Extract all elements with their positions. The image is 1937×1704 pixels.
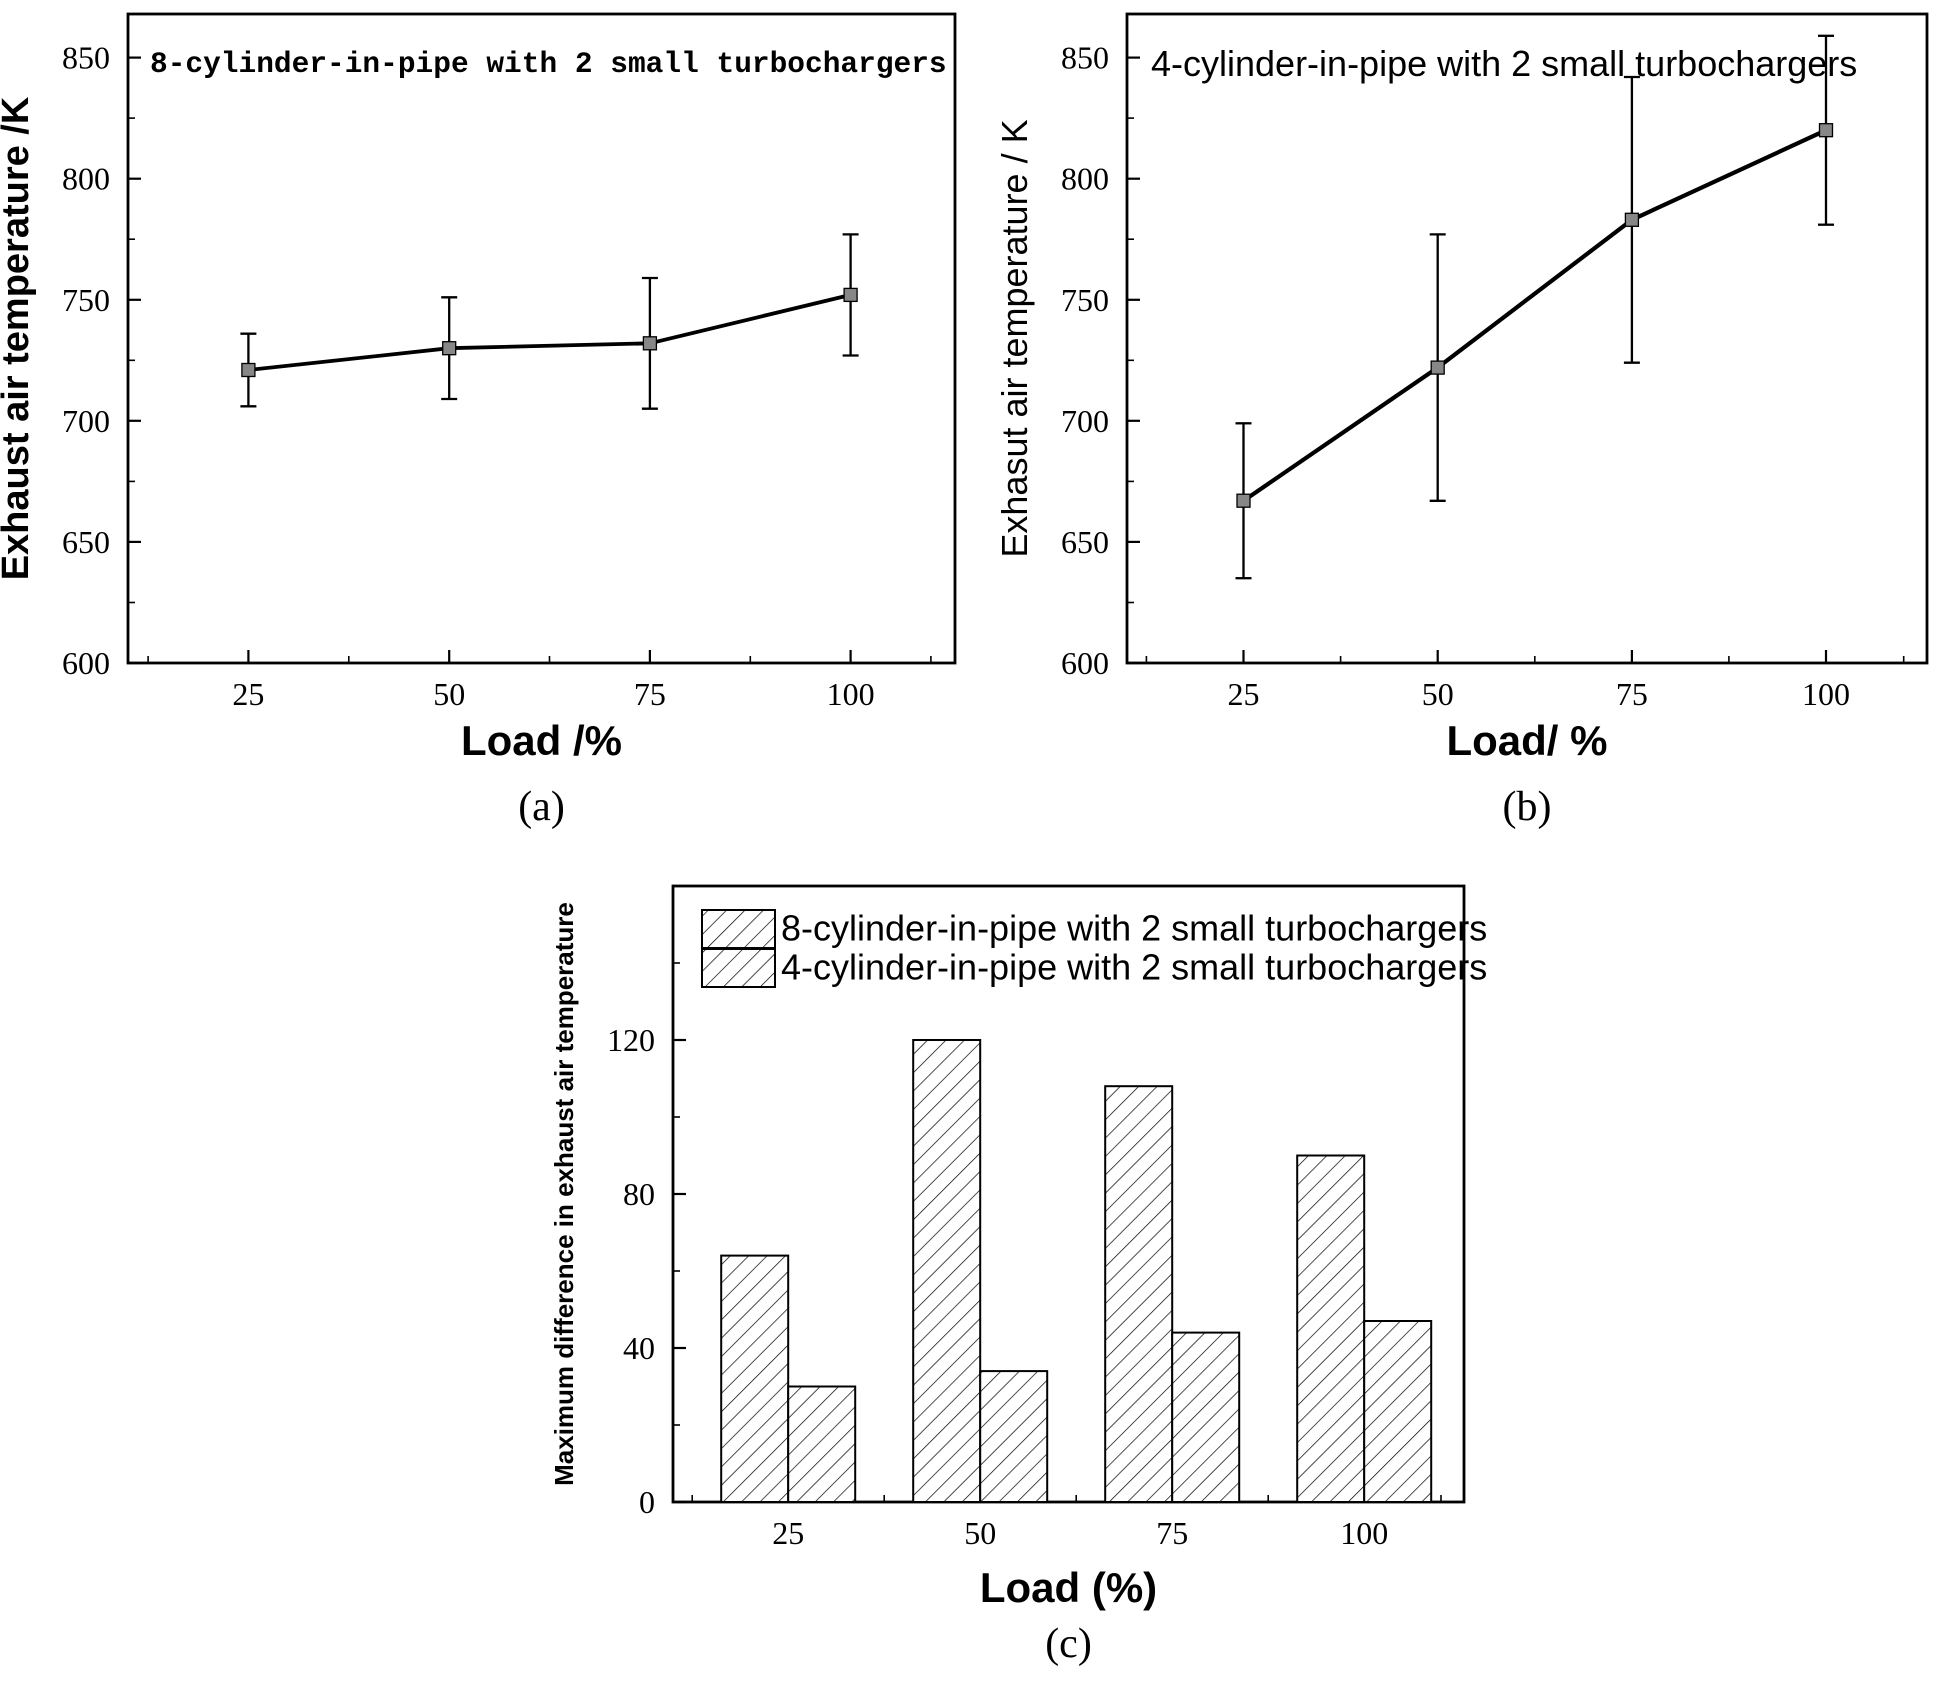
svg-text:50: 50 xyxy=(1422,676,1454,712)
svg-text:650: 650 xyxy=(62,524,110,560)
svg-text:0: 0 xyxy=(639,1484,655,1520)
svg-text:75: 75 xyxy=(634,676,666,712)
svg-text:650: 650 xyxy=(1061,524,1109,560)
svg-text:100: 100 xyxy=(1802,676,1850,712)
svg-text:850: 850 xyxy=(1061,40,1109,76)
svg-text:8-cylinder-in-pipe with 2 smal: 8-cylinder-in-pipe with 2 small turbocha… xyxy=(781,907,1487,948)
svg-text:(a): (a) xyxy=(518,784,565,830)
svg-text:Load /%: Load /% xyxy=(461,717,622,764)
svg-text:100: 100 xyxy=(1340,1515,1388,1551)
svg-text:800: 800 xyxy=(62,161,110,197)
svg-text:50: 50 xyxy=(433,676,465,712)
svg-text:50: 50 xyxy=(964,1515,996,1551)
svg-text:25: 25 xyxy=(772,1515,804,1551)
svg-text:750: 750 xyxy=(1061,282,1109,318)
svg-text:(c): (c) xyxy=(1045,1621,1092,1667)
svg-text:75: 75 xyxy=(1156,1515,1188,1551)
svg-text:700: 700 xyxy=(62,403,110,439)
svg-text:25: 25 xyxy=(232,676,264,712)
svg-text:40: 40 xyxy=(623,1330,655,1366)
svg-text:Exhasut air temperature / K: Exhasut air temperature / K xyxy=(994,119,1035,557)
svg-text:4-cylinder-in-pipe with 2 smal: 4-cylinder-in-pipe with 2 small turbocha… xyxy=(781,946,1487,987)
svg-text:700: 700 xyxy=(1061,403,1109,439)
svg-text:100: 100 xyxy=(827,676,875,712)
svg-text:750: 750 xyxy=(62,282,110,318)
svg-text:4-cylinder-in-pipe with 2 smal: 4-cylinder-in-pipe with 2 small turbocha… xyxy=(1151,43,1857,84)
svg-text:Exhaust air temperature /K: Exhaust air temperature /K xyxy=(0,96,37,580)
svg-text:Load (%): Load (%) xyxy=(980,1564,1157,1611)
svg-text:600: 600 xyxy=(62,645,110,681)
svg-text:Load/ %: Load/ % xyxy=(1446,717,1607,764)
svg-text:25: 25 xyxy=(1228,676,1260,712)
svg-text:800: 800 xyxy=(1061,161,1109,197)
svg-text:(b): (b) xyxy=(1503,784,1552,830)
svg-text:850: 850 xyxy=(62,40,110,76)
svg-text:80: 80 xyxy=(623,1176,655,1212)
svg-text:Maximum difference in exhaust: Maximum difference in exhaust air temper… xyxy=(549,902,579,1486)
svg-text:8-cylinder-in-pipe with 2 smal: 8-cylinder-in-pipe with 2 small turbocha… xyxy=(150,47,947,81)
svg-text:120: 120 xyxy=(607,1022,655,1058)
svg-text:600: 600 xyxy=(1061,645,1109,681)
svg-text:75: 75 xyxy=(1616,676,1648,712)
